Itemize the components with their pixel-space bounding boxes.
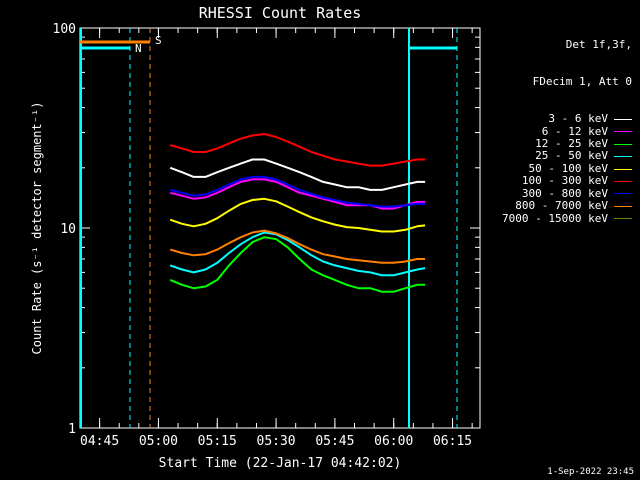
plot-area: 1 10 100 04:45 05:00 05:15 05:30 05:45 06:00 06:1… [53,22,481,449]
legend-swatch [614,168,632,170]
y-tick-label: 100 [53,22,76,37]
legend-label: 6 - 12 keV [541,124,608,138]
legend-entry: 50 - 100 keV [502,161,632,175]
legend-swatch [614,218,632,220]
legend-label: 7000 - 15000 keV [502,211,608,225]
legend-entry: 3 - 6 keV [502,112,632,126]
legend-label: 300 - 800 keV [521,186,608,200]
y-tick-label: 1 [68,422,76,437]
legend-swatch [614,193,632,195]
series-line [169,133,426,167]
legend-swatch [614,180,632,182]
x-tick-label: 06:00 [374,434,413,449]
y-tick-label: 10 [60,222,76,237]
legend-header-line-1: Det 1f,3f, [565,37,632,51]
legend-label: 25 - 50 keV [535,149,608,163]
series-line [169,231,426,277]
footer-timestamp: 1-Sep-2022 23:45 [547,467,634,477]
x-tick-label: 04:45 [80,434,119,449]
y-axis-label: Count Rate (s⁻¹ detector segment⁻¹) [30,102,44,355]
legend-label: 3 - 6 keV [548,112,608,126]
series-line [169,236,426,293]
saa-marker-label: S [155,34,162,47]
series-line [169,158,426,191]
legend-label: 800 - 7000 keV [515,199,608,213]
x-axis-label: Start Time (22-Jan-17 04:42:02) [159,456,402,471]
night-marker-label: N [135,42,142,55]
legend: Det 1f,3f, FDecim 1, Att 0 3 - 6 keV 6 - … [502,14,632,237]
series-line [169,178,426,210]
legend-entry: 100 - 300 keV [502,174,632,188]
legend-entry: 7000 - 15000 keV [502,211,632,225]
legend-entry: 6 - 12 keV [502,124,632,138]
series-line [169,175,426,208]
legend-entry: 300 - 800 keV [502,186,632,200]
series-line [169,197,426,233]
legend-swatch [614,205,632,207]
legend-entry: 12 - 25 keV [502,137,632,151]
legend-swatch [614,131,632,133]
x-tick-label: 05:15 [198,434,237,449]
legend-label: 100 - 300 keV [521,174,608,188]
plot-frame [79,27,481,429]
legend-entry: 800 - 7000 keV [502,199,632,213]
legend-header-line-2: FDecim 1, Att 0 [532,75,632,89]
legend-label: 50 - 100 keV [528,161,608,175]
legend-swatch [614,143,632,145]
chart-title: RHESSI Count Rates [199,4,362,22]
legend-swatch [614,156,632,158]
legend-entry: 25 - 50 keV [502,150,632,162]
legend-swatch [614,118,632,120]
legend-label: 12 - 25 keV [535,137,608,151]
x-tick-label: 06:15 [433,434,472,449]
x-tick-label: 05:45 [315,434,354,449]
x-tick-label: 05:30 [257,434,296,449]
x-tick-label: 05:00 [139,434,178,449]
series-line [169,229,426,264]
